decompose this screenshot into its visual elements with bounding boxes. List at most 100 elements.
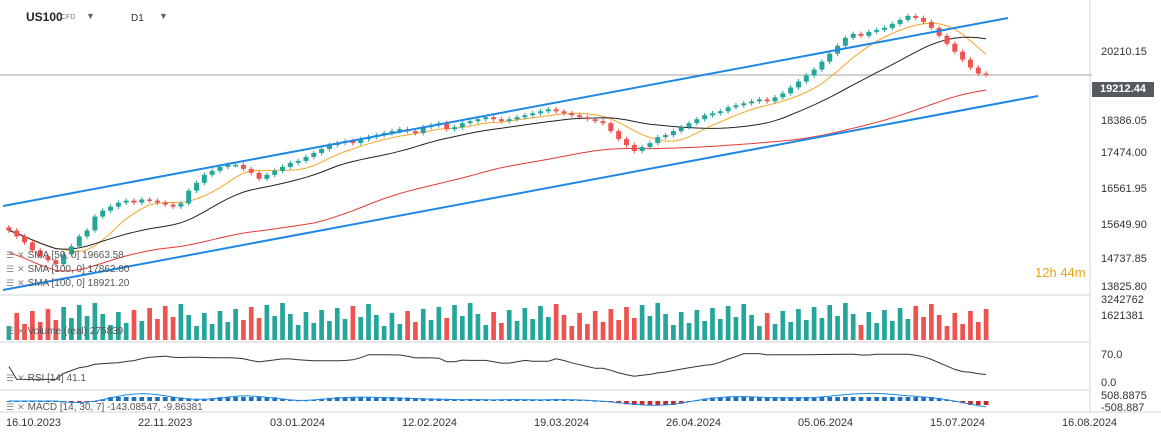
- volume-bar: [350, 306, 356, 340]
- candle-timer: 12h 44m: [1035, 265, 1086, 280]
- timer-hours: 12: [1035, 265, 1050, 280]
- timeframe-label[interactable]: D1: [131, 13, 144, 24]
- macd-bar: [655, 401, 661, 405]
- volume-bar: [835, 316, 840, 340]
- candle-body: [467, 121, 473, 124]
- macd-bar: [616, 401, 622, 404]
- macd-label: MACD [14, 30, 7] -143.08547, -9.86381: [27, 402, 203, 413]
- macd-bar: [663, 401, 668, 405]
- macd-bar: [397, 397, 403, 401]
- rsi-tick: 0.0: [1101, 377, 1117, 389]
- close-icon[interactable]: ✕: [17, 373, 25, 383]
- sma200-label: SMA [100, 0] 18921.20: [27, 278, 130, 289]
- candle-body: [264, 174, 270, 179]
- volume-bar: [225, 322, 231, 340]
- macd-bar: [874, 397, 879, 401]
- volume-bar: [764, 313, 770, 340]
- macd-bar: [780, 397, 786, 401]
- candle-body: [537, 111, 543, 114]
- sma100-legend[interactable]: ☰ ✕ SMA [100, 0] 17862.00: [6, 264, 129, 275]
- symbol-dropdown-icon[interactable]: ▼: [86, 11, 95, 21]
- candle-body: [960, 51, 966, 60]
- rsi-line: [8, 353, 987, 380]
- volume-legend[interactable]: ☰ ✕ Volume (real) 275839: [6, 326, 123, 337]
- candle-body: [881, 27, 887, 30]
- volume-bar: [506, 310, 512, 340]
- candle-body: [76, 236, 82, 247]
- volume-bar: [772, 324, 778, 340]
- candle-body: [827, 53, 833, 62]
- volume-bar: [663, 314, 668, 340]
- volume-bar: [843, 303, 848, 340]
- candle-body: [577, 115, 583, 118]
- volume-bar: [475, 314, 481, 340]
- sma200-legend[interactable]: ☰ ✕ SMA [100, 0] 18921.20: [6, 278, 129, 289]
- y-tick: 16561.95: [1101, 183, 1147, 195]
- sma50-legend[interactable]: ☰ ✕ SMA [50, 0] 19663.58: [6, 250, 124, 261]
- macd-bar: [905, 397, 911, 401]
- macd-bar: [647, 401, 653, 405]
- candle-body: [631, 145, 637, 151]
- settings-icon[interactable]: ☰: [6, 402, 15, 412]
- macd-bar: [671, 401, 676, 405]
- sma200-line: [8, 89, 987, 272]
- macd-bar: [381, 397, 387, 401]
- macd-bar: [155, 397, 160, 401]
- candle-body: [913, 15, 919, 18]
- volume-bar: [397, 324, 403, 340]
- candle-body: [608, 123, 614, 132]
- settings-icon[interactable]: ☰: [6, 326, 15, 336]
- candle-body: [217, 166, 223, 171]
- candle-body: [389, 131, 395, 134]
- candle-body: [928, 21, 934, 28]
- y-tick: 13825.80: [1101, 281, 1147, 293]
- candle-body: [905, 15, 911, 20]
- x-tick: 03.01.2024: [270, 417, 326, 429]
- candle-body: [147, 199, 153, 201]
- close-icon[interactable]: ✕: [17, 250, 25, 260]
- macd-bar: [983, 401, 989, 405]
- settings-icon[interactable]: ☰: [6, 250, 15, 260]
- macd-bar: [889, 397, 895, 401]
- volume-bar: [155, 319, 160, 340]
- settings-icon[interactable]: ☰: [6, 264, 15, 274]
- close-icon[interactable]: ✕: [17, 326, 25, 336]
- macd-bar: [280, 398, 285, 401]
- close-icon[interactable]: ✕: [17, 402, 25, 412]
- candle-body: [225, 164, 231, 167]
- macd-bar: [413, 397, 418, 401]
- volume-bar: [92, 303, 98, 340]
- sma50-line: [8, 22, 987, 252]
- candle-body: [280, 166, 286, 171]
- volume-bar: [710, 308, 715, 340]
- macd-bar: [968, 401, 973, 405]
- volume-bar: [522, 308, 528, 340]
- macd-bar: [827, 397, 833, 401]
- volume-bar: [858, 325, 864, 340]
- close-icon[interactable]: ✕: [17, 278, 25, 288]
- symbol-label[interactable]: US100: [26, 10, 63, 24]
- macd-bar: [897, 397, 903, 401]
- y-tick: 20210.15: [1101, 46, 1147, 58]
- close-icon[interactable]: ✕: [17, 264, 25, 274]
- macd-legend[interactable]: ☰ ✕ MACD [14, 30, 7] -143.08547, -9.86381: [6, 402, 203, 413]
- macd-bar: [843, 397, 848, 401]
- volume-bar: [639, 305, 645, 340]
- candle-body: [358, 139, 364, 144]
- candle-body: [92, 216, 98, 231]
- volume-bar: [327, 321, 332, 340]
- volume-bar: [655, 303, 661, 340]
- volume-bar: [45, 309, 51, 340]
- volume-bar: [897, 308, 903, 340]
- macd-bar: [405, 397, 410, 401]
- volume-bar: [889, 321, 895, 340]
- settings-icon[interactable]: ☰: [6, 373, 15, 383]
- rsi-legend[interactable]: ☰ ✕ RSI [14] 41.1: [6, 373, 86, 384]
- volume-bar: [600, 322, 606, 340]
- candle-body: [287, 162, 293, 167]
- timeframe-dropdown-icon[interactable]: ▼: [159, 11, 168, 21]
- volume-bar: [69, 318, 74, 340]
- settings-icon[interactable]: ☰: [6, 278, 15, 288]
- volume-bar: [108, 325, 113, 340]
